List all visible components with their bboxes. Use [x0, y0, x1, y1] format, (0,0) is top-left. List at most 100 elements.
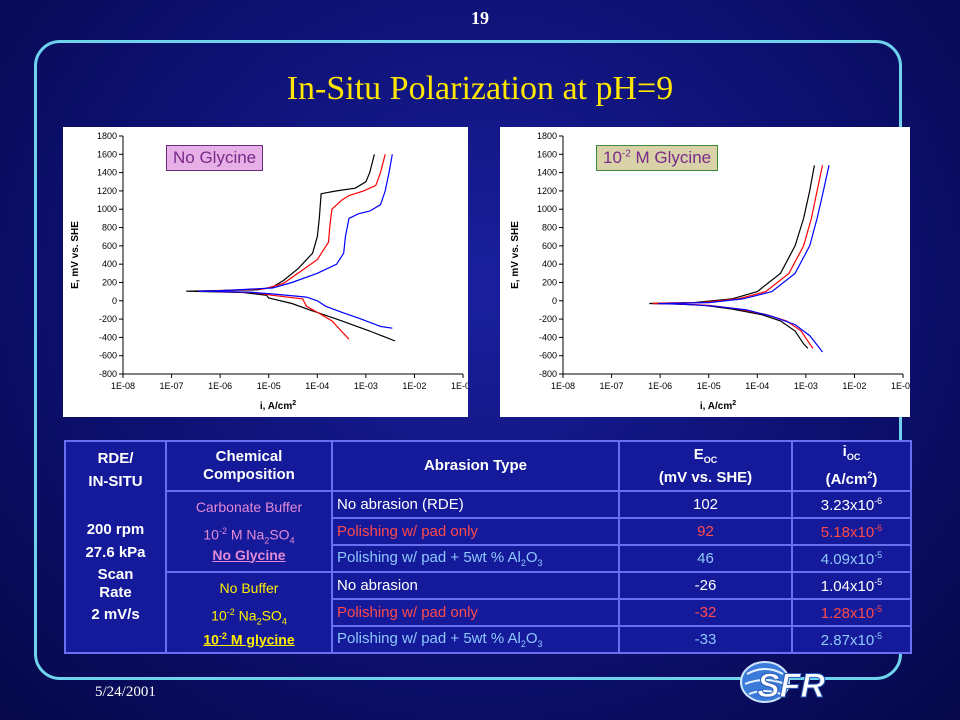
series-line-2: [197, 154, 393, 329]
y-tick-label: 0: [552, 296, 557, 306]
series-line-0: [186, 154, 396, 342]
composition-group-2: No Buffer 10-2 Na2SO4 10-2 M glycine: [165, 571, 333, 654]
y-tick-label: 800: [102, 223, 117, 233]
eoc-cell: 92: [618, 517, 793, 546]
eoc-cell: 46: [618, 544, 793, 573]
x-tick-label: 1E-06: [648, 381, 672, 391]
abrasion-cell: Polishing w/ pad + 5wt % Al2O3: [331, 625, 620, 654]
chart-glycine: 1800 1600 1400 1200 1000 800 600 400 200 0 -200 -40…: [500, 127, 910, 417]
table-header-row: RDE/ IN-SITU 200 rpm 27.6 kPa Scan Rate …: [64, 440, 912, 654]
header-insitu: IN-SITU: [88, 473, 143, 490]
y-tick-label: 1000: [97, 204, 117, 214]
y-tick-label: 200: [542, 277, 557, 287]
composition-group-1: Carbonate Buffer 10-2 M Na2SO4 No Glycin…: [165, 490, 333, 573]
chart-svg-no-glycine: 1800 1600 1400 1200 1000 800 600 400 200 0 -200 -40…: [70, 131, 468, 412]
eoc-unit: (mV vs. SHE): [658, 468, 753, 486]
x-tick-label: 1E-05: [257, 381, 281, 391]
condition-scan: Scan: [97, 566, 134, 583]
slide-title: In-Situ Polarization at pH=9: [286, 70, 674, 107]
y-axis-label: E, mV vs. SHE: [510, 221, 521, 289]
ioc-cell: 1.28x10-5: [791, 598, 912, 627]
ioc-unit-sup: 2: [867, 470, 873, 480]
y-tick-label: 1200: [97, 186, 117, 196]
x-tick-label: 1E-01: [451, 381, 468, 391]
y-tick-label: 0: [112, 296, 117, 306]
y-axis-label: E, mV vs. SHE: [70, 221, 81, 289]
x-tick-label: 1E-08: [111, 381, 135, 391]
abrasion-cell: No abrasion (RDE): [331, 490, 620, 519]
logo-text: SFR: [757, 667, 825, 705]
ioc-unit-a: (A/cm: [825, 471, 868, 488]
abrasion-cell: No abrasion: [331, 571, 620, 600]
ioc-cell: 2.87x10-5: [791, 625, 912, 654]
condition-rate: 2 mV/s: [91, 606, 140, 623]
chart-label-glycine: 10-2 M Glycine: [596, 145, 719, 171]
eoc-cell: 102: [618, 490, 793, 519]
eoc-cell: -26: [618, 571, 793, 600]
y-tick-label: -200: [539, 314, 557, 324]
chart-label-base: 10: [603, 148, 622, 167]
x-tick-label: 1E-01: [891, 381, 910, 391]
condition-speed: 200 rpm: [86, 521, 145, 538]
y-tick-label: 200: [102, 277, 117, 287]
y-tick-label: 400: [102, 259, 117, 269]
group2-line2: 10-2 Na2SO4: [211, 606, 287, 626]
abrasion-cell: Polishing w/ pad only: [331, 517, 620, 546]
x-tick-label: 1E-08: [551, 381, 575, 391]
x-axis-label: i, A/cm2: [700, 400, 736, 412]
eoc-cell: -32: [618, 598, 793, 627]
header-eoc: EOC (mV vs. SHE): [618, 440, 793, 492]
ioc-main: i: [842, 443, 847, 460]
header-ioc: iOC (A/cm2): [791, 440, 912, 492]
header-rde: RDE/: [97, 450, 134, 467]
logo-stripes: [744, 668, 786, 695]
header-abrasion: Abrasion Type: [331, 440, 620, 492]
y-tick-label: -200: [99, 314, 117, 324]
chart-label-text: No Glycine: [173, 148, 257, 167]
ioc-sub: OC: [846, 452, 861, 462]
y-tick-label: 1800: [97, 131, 117, 141]
header-chem-line1: Chemical: [215, 448, 283, 465]
table-row: Carbonate Buffer 10-2 M Na2SO4 No Glycin…: [65, 490, 912, 573]
chart-label-rest: M Glycine: [630, 148, 712, 167]
x-tick-label: 1E-04: [745, 381, 769, 391]
x-axis-label: i, A/cm2: [260, 400, 296, 412]
condition-rate-label: Rate: [99, 584, 132, 601]
conditions-cell: RDE/ IN-SITU 200 rpm 27.6 kPa Scan Rate …: [64, 440, 167, 654]
series-line-1: [200, 154, 386, 340]
x-tick-label: 1E-07: [160, 381, 184, 391]
ioc-unit-b: ): [872, 471, 878, 488]
ioc-cell: 5.18x10-6: [791, 517, 912, 546]
header-chem-line2: Composition: [203, 466, 295, 483]
y-tick-label: 1600: [537, 149, 557, 159]
y-tick-label: -600: [539, 351, 557, 361]
ioc-cell: 3.23x10-6: [791, 490, 912, 519]
x-tick-label: 1E-07: [600, 381, 624, 391]
series-line-0: [649, 165, 815, 349]
eoc-sub: OC: [703, 454, 718, 465]
y-tick-label: -600: [99, 351, 117, 361]
y-tick-label: 800: [542, 223, 557, 233]
slide-number: 19: [471, 8, 489, 28]
series-line-2: [657, 165, 830, 353]
condition-pressure: 27.6 kPa: [85, 544, 146, 561]
y-tick-label: 1600: [97, 149, 117, 159]
x-tick-label: 1E-02: [842, 381, 866, 391]
x-tick-label: 1E-03: [794, 381, 818, 391]
x-tick-label: 1E-04: [305, 381, 329, 391]
y-tick-label: -400: [99, 332, 117, 342]
ioc-cell: 1.04x10-5: [791, 571, 912, 600]
y-tick-label: 600: [542, 241, 557, 251]
y-tick-label: -400: [539, 332, 557, 342]
group1-line2: 10-2 M Na2SO4: [203, 525, 295, 545]
chart-svg-glycine: 1800 1600 1400 1200 1000 800 600 400 200 0 -200 -40…: [510, 131, 910, 412]
x-tick-label: 1E-06: [208, 381, 232, 391]
x-tick-label: 1E-03: [354, 381, 378, 391]
group2-line3: 10-2 M glycine: [203, 630, 295, 648]
x-axis-label-sup: 2: [292, 400, 296, 407]
slide-date: 5/24/2001: [95, 684, 156, 700]
chart-label-sup: -2: [621, 148, 631, 160]
table-row: Polishing w/ pad + 5wt % Al2O3 -33 2.87x…: [65, 625, 912, 654]
eoc-main: E: [693, 445, 704, 463]
series-line-1: [652, 165, 824, 349]
